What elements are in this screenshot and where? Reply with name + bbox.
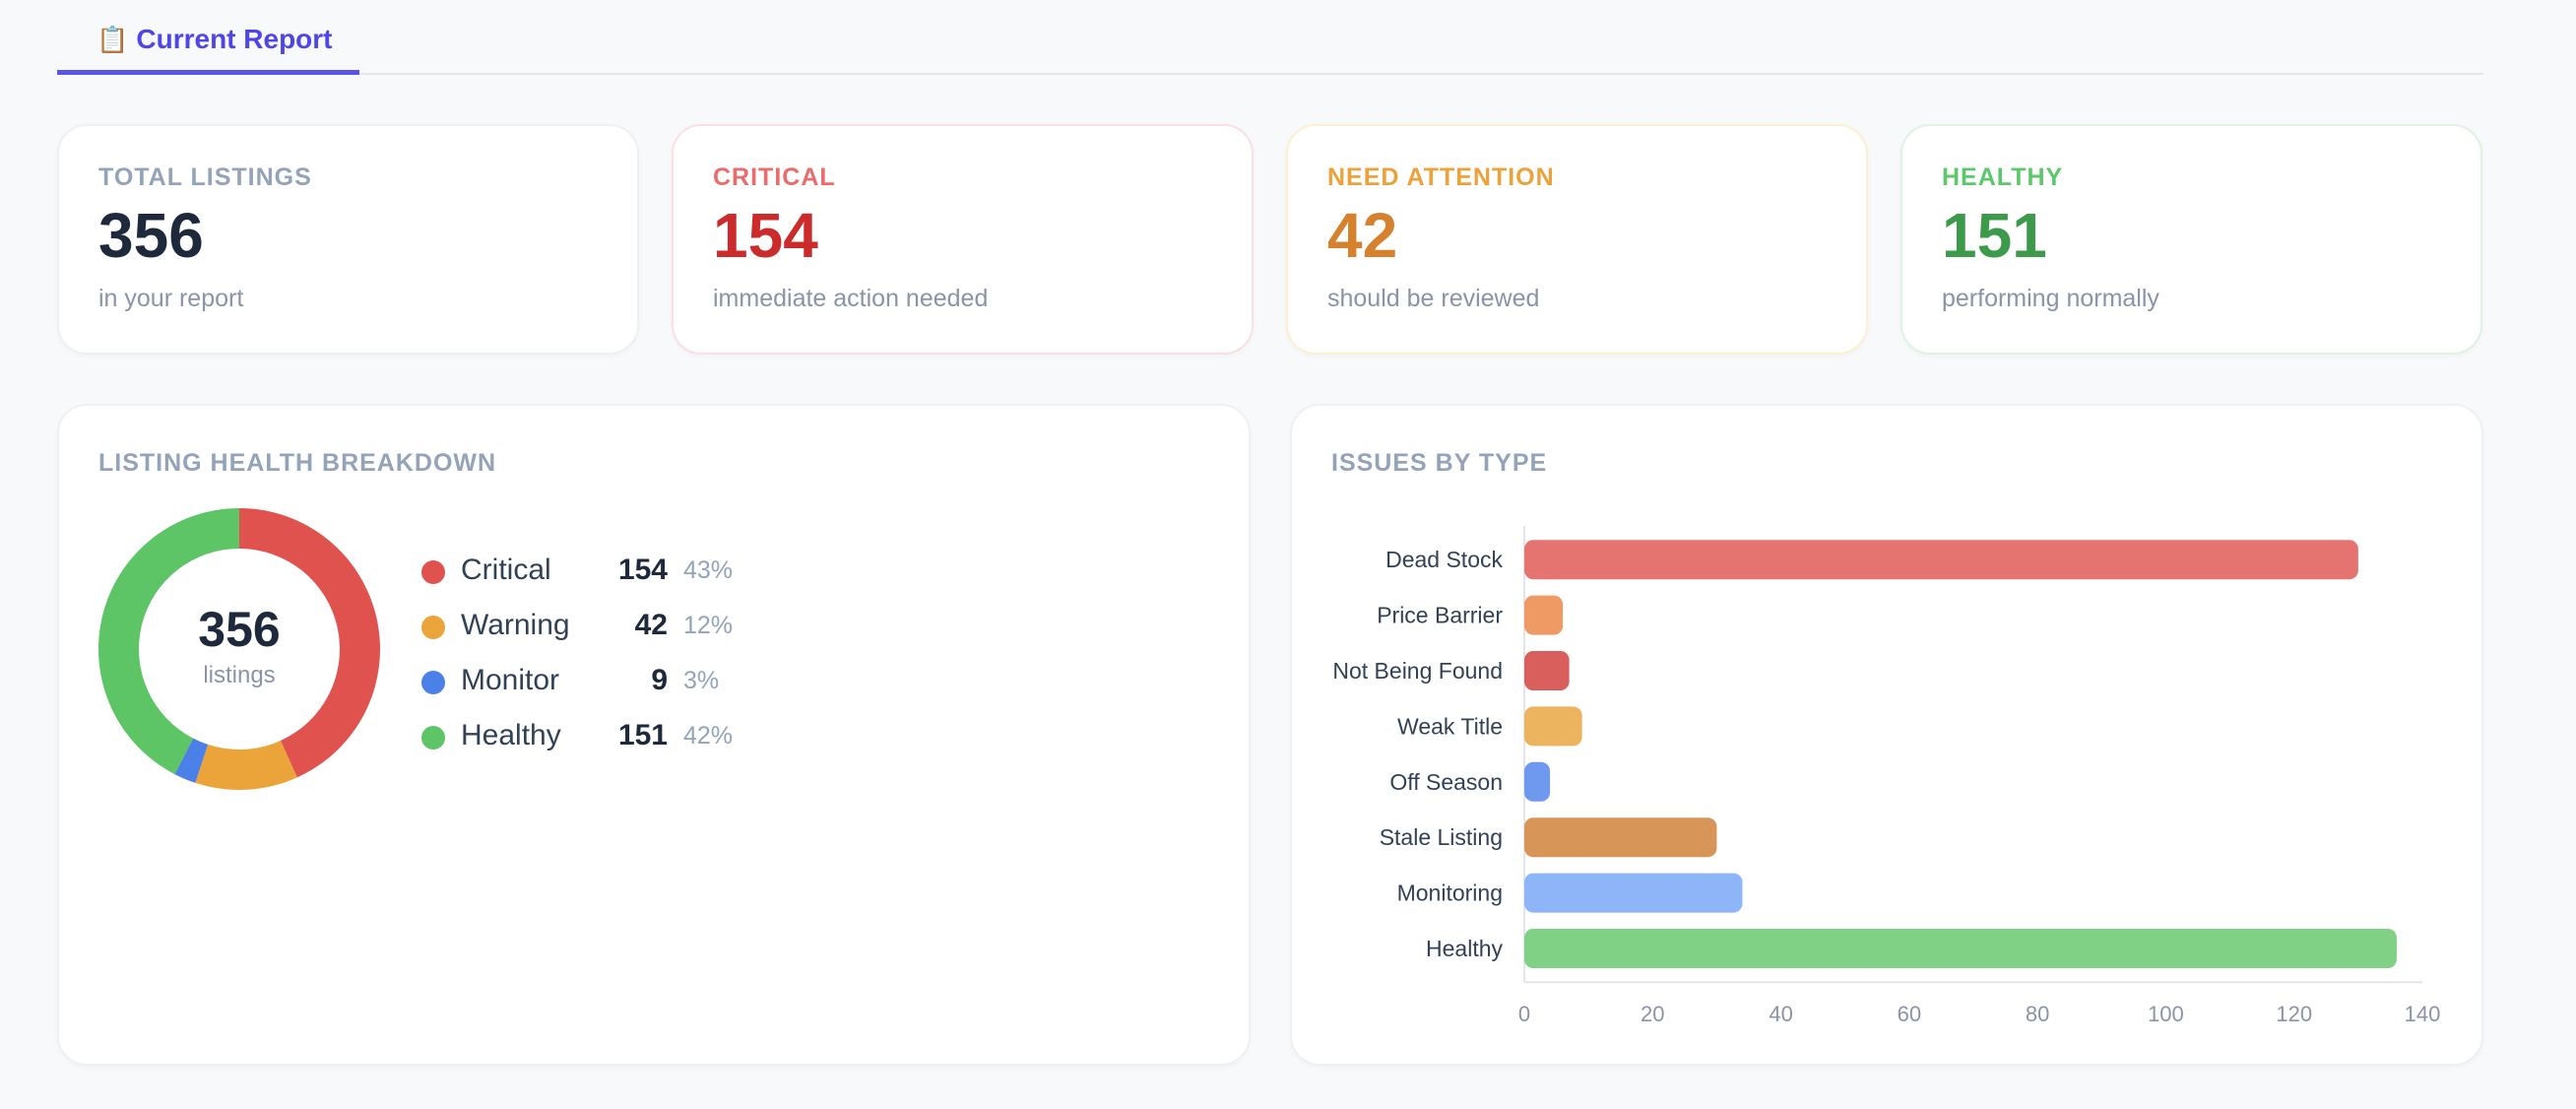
- donut-chart: 356 listings: [97, 508, 380, 790]
- tab-current-report[interactable]: 📋 Current Report: [57, 0, 359, 75]
- stat-subtitle: performing normally: [1942, 285, 2159, 312]
- donut-total: 356: [198, 602, 281, 657]
- y-tick-label: Dead Stock: [1385, 547, 1503, 572]
- bar-healthy: [1524, 929, 2397, 968]
- y-tick-label: Price Barrier: [1377, 603, 1503, 628]
- legend-item-monitor: Monitor 9 3%: [421, 654, 737, 709]
- bar-monitoring: [1524, 873, 1743, 913]
- legend-count: 42: [634, 609, 668, 641]
- legend-name: Warning: [461, 609, 570, 641]
- panel-title: LISTING HEALTH BREAKDOWN: [98, 449, 497, 477]
- x-tick-label: 20: [1641, 1002, 1664, 1026]
- legend-dot: [421, 671, 445, 694]
- legend-count: 151: [617, 719, 668, 751]
- bar-price-barrier: [1524, 595, 1564, 635]
- stat-value: 154: [713, 200, 818, 271]
- stat-subtitle: should be reviewed: [1327, 285, 1540, 312]
- x-tick-label: 140: [2405, 1002, 2441, 1026]
- stat-subtitle: immediate action needed: [713, 285, 989, 312]
- x-tick-label: 60: [1898, 1002, 1921, 1026]
- stat-label: HEALTHY: [1942, 163, 2064, 191]
- legend-count: 154: [617, 554, 668, 586]
- stat-label: TOTAL LISTINGS: [98, 163, 312, 191]
- panel-title: ISSUES BY TYPE: [1331, 449, 1548, 477]
- health-breakdown-panel: LISTING HEALTH BREAKDOWN 356 listings Cr…: [57, 404, 1251, 1066]
- stat-value: 151: [1942, 200, 2047, 271]
- issues-bar-chart: Dead Stock Price Barrier Not Being Found We…: [1332, 526, 2441, 1026]
- y-tick-label: Weak Title: [1397, 713, 1503, 739]
- stat-subtitle: in your report: [98, 285, 244, 312]
- stat-value: 356: [98, 200, 204, 271]
- stat-label: NEED ATTENTION: [1327, 163, 1555, 191]
- clipboard-icon: 📋: [97, 24, 129, 54]
- bar-dead-stock: [1524, 540, 2358, 580]
- bar-weak-title: [1524, 706, 1582, 747]
- legend-name: Critical: [461, 554, 551, 586]
- x-tick-label: 120: [2276, 1002, 2312, 1026]
- legend-percent: 43%: [683, 556, 734, 584]
- legend-percent: 12%: [683, 612, 734, 639]
- donut-unit: listings: [203, 662, 276, 688]
- x-tick-label: 0: [1518, 1002, 1530, 1026]
- x-tick-label: 100: [2148, 1002, 2184, 1026]
- stat-card-total: TOTAL LISTINGS 356 in your report: [57, 124, 639, 355]
- y-tick-label: Healthy: [1426, 936, 1503, 961]
- legend-item-critical: Critical 154 43%: [421, 544, 737, 599]
- stat-value: 42: [1327, 200, 1398, 271]
- donut-slice-healthy: [97, 508, 240, 775]
- donut-slice-monitor: [174, 738, 209, 783]
- donut-center: 356 listings: [98, 508, 380, 790]
- x-tick-label: 80: [2026, 1002, 2049, 1026]
- stat-card-critical: CRITICAL 154 immediate action needed: [672, 124, 1254, 355]
- legend-name: Healthy: [461, 719, 561, 751]
- stat-card-need-attention: NEED ATTENTION 42 should be reviewed: [1286, 124, 1868, 355]
- y-tick-label: Off Season: [1389, 769, 1503, 795]
- donut-slice-warning: [195, 740, 297, 790]
- y-tick-label: Not Being Found: [1332, 658, 1503, 684]
- bar-off-season: [1524, 761, 1551, 802]
- legend-name: Monitor: [461, 664, 560, 696]
- stat-card-healthy: HEALTHY 151 performing normally: [1900, 124, 2482, 355]
- issues-by-type-panel: ISSUES BY TYPE Dead Stock Price Barrier No…: [1290, 404, 2483, 1066]
- legend-dot: [421, 616, 445, 639]
- legend-percent: 42%: [683, 722, 734, 750]
- legend-dot: [421, 726, 445, 750]
- legend-dot: [421, 560, 445, 584]
- legend-percent: 3%: [683, 667, 720, 694]
- donut-svg: [97, 508, 380, 790]
- y-tick-label: Stale Listing: [1380, 824, 1503, 850]
- bar-stale-listing: [1524, 817, 1717, 858]
- tab-label: Current Report: [136, 23, 333, 54]
- bar-not-being-found: [1524, 651, 1570, 690]
- legend-item-warning: Warning 42 12%: [421, 599, 737, 654]
- donut-slice-critical: [239, 508, 380, 778]
- tab-bar: 📋 Current Report: [57, 0, 2483, 75]
- x-tick-label: 40: [1769, 1002, 1792, 1026]
- legend-item-healthy: Healthy 151 42%: [421, 709, 737, 764]
- legend-count: 9: [651, 664, 668, 696]
- y-tick-label: Monitoring: [1397, 881, 1503, 906]
- donut-legend: Critical 154 43% Warning 42 12% Monitor …: [421, 544, 737, 764]
- stat-label: CRITICAL: [713, 163, 836, 191]
